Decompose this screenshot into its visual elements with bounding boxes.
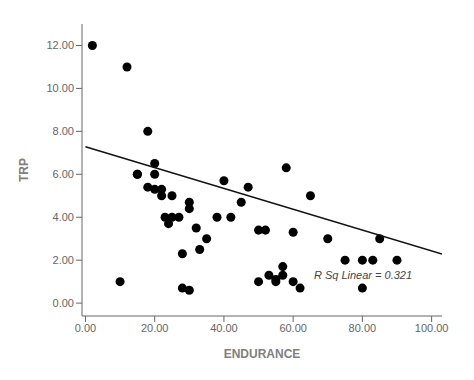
svg-text:8.00: 8.00 (53, 125, 74, 137)
svg-text:2.00: 2.00 (53, 254, 74, 266)
svg-text:ENDURANCE: ENDURANCE (224, 347, 301, 361)
svg-text:12.00: 12.00 (46, 39, 74, 51)
svg-text:80.00: 80.00 (349, 322, 377, 334)
svg-text:0.00: 0.00 (53, 297, 74, 309)
svg-text:60.00: 60.00 (279, 322, 307, 334)
svg-text:20.00: 20.00 (141, 322, 169, 334)
svg-text:6.00: 6.00 (53, 168, 74, 180)
svg-text:10.00: 10.00 (46, 82, 74, 94)
svg-text:4.00: 4.00 (53, 211, 74, 223)
svg-text:40.00: 40.00 (210, 322, 238, 334)
svg-text:100.00: 100.00 (415, 322, 449, 334)
svg-text:0.00: 0.00 (75, 322, 96, 334)
svg-text:R Sq Linear = 0.321: R Sq Linear = 0.321 (314, 269, 412, 281)
svg-text:TRP: TRP (17, 158, 31, 182)
